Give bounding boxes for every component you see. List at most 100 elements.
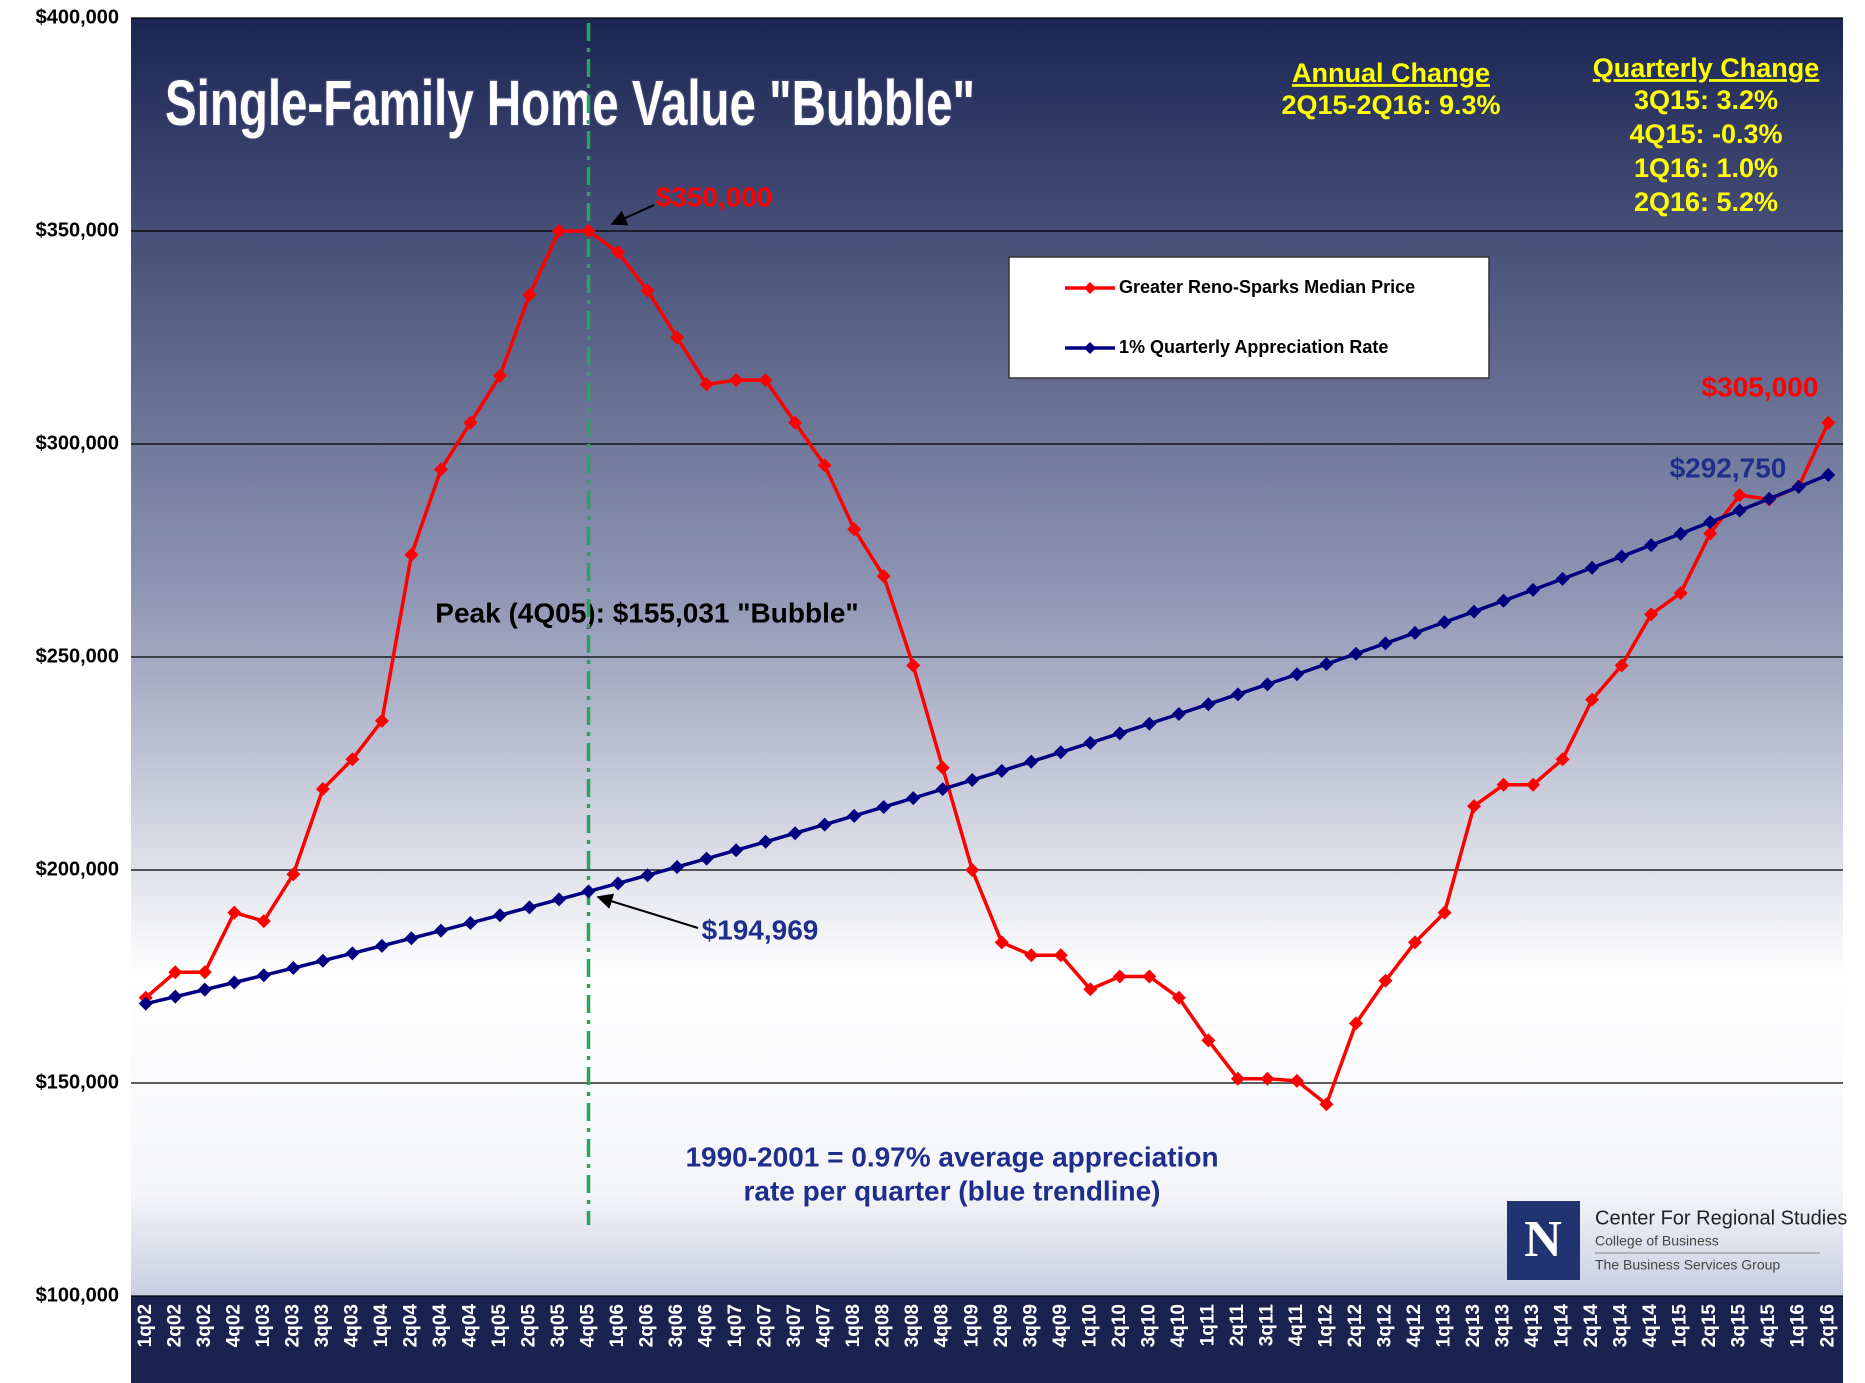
x-tick-label: 4q06 [696, 1304, 717, 1347]
quarterly-title: Quarterly Change [1593, 53, 1820, 83]
quarterly-line: 2Q16: 5.2% [1634, 187, 1778, 217]
point [1673, 526, 1688, 541]
point [1378, 973, 1393, 988]
x-tick-label: 2q03 [282, 1304, 303, 1347]
point [699, 377, 714, 392]
x-tick-label: 4q15 [1758, 1304, 1779, 1348]
legend-marker [1084, 342, 1096, 354]
point [1555, 571, 1570, 586]
series-line [145, 473, 1829, 1006]
point [1585, 560, 1600, 575]
x-tick-label: 3q13 [1493, 1304, 1514, 1347]
point [1467, 604, 1482, 619]
point [404, 547, 419, 562]
point [286, 961, 301, 976]
point [552, 224, 566, 238]
point [670, 859, 685, 874]
x-tick-label: 4q14 [1640, 1304, 1661, 1348]
point [433, 462, 448, 477]
point [1260, 677, 1275, 692]
point [1142, 969, 1157, 984]
x-tick-label: 2q14 [1581, 1304, 1602, 1348]
x-tick-label: 1q14 [1552, 1304, 1573, 1348]
x-tick-label: 1q07 [725, 1304, 746, 1347]
x-tick-label: 4q09 [1050, 1304, 1071, 1347]
point [1555, 752, 1570, 767]
point [817, 458, 832, 473]
point [1496, 777, 1511, 792]
x-tick-label: 4q11 [1286, 1304, 1307, 1347]
point [315, 782, 330, 797]
point [640, 283, 655, 298]
point [1703, 515, 1718, 530]
point [935, 782, 950, 797]
quarterly-line: 4Q15: -0.3% [1629, 119, 1782, 149]
point [1230, 687, 1245, 702]
trend-end-label: $292,750 [1670, 452, 1787, 483]
point [640, 868, 655, 883]
point [1644, 538, 1659, 553]
x-tick-label: 3q03 [312, 1304, 333, 1347]
point [552, 892, 566, 907]
x-tick-label: 1q11 [1197, 1304, 1218, 1347]
point [168, 965, 183, 980]
point [433, 923, 448, 938]
x-tick-label: 3q14 [1611, 1304, 1632, 1348]
point [315, 953, 330, 968]
x-tick-label: 3q15 [1729, 1304, 1750, 1348]
point [1703, 526, 1718, 541]
y-tick-label: $250,000 [36, 645, 119, 667]
arrow [610, 204, 655, 226]
point [1821, 415, 1836, 430]
x-tick-label: 3q09 [1020, 1304, 1041, 1347]
quarterly-line: 3Q15: 3.2% [1634, 85, 1778, 115]
x-tick-label: 2q15 [1699, 1304, 1720, 1348]
x-tick-label: 2q10 [1109, 1304, 1130, 1347]
point [197, 982, 212, 997]
x-tick-label: 1q03 [253, 1304, 274, 1347]
point [965, 863, 980, 877]
point [699, 851, 714, 866]
y-tick-label: $400,000 [36, 6, 119, 28]
point [492, 368, 507, 383]
x-tick-label: 2q11 [1227, 1304, 1248, 1347]
point [670, 330, 685, 345]
point [1319, 1097, 1334, 1112]
x-tick-label: 4q08 [932, 1304, 953, 1347]
x-tick-label: 2q07 [755, 1304, 776, 1347]
point [227, 975, 242, 990]
x-tick-label: 2q04 [400, 1304, 421, 1348]
point [729, 843, 744, 858]
point [1526, 582, 1541, 597]
point [847, 808, 862, 823]
point [611, 876, 626, 891]
x-tick-label: 4q12 [1404, 1304, 1425, 1347]
point [876, 569, 891, 584]
point [1083, 982, 1098, 997]
x-axis-band [131, 1296, 1843, 1383]
point [1053, 745, 1068, 760]
logo-name: Center For Regional Studies [1595, 1207, 1847, 1229]
point [1171, 707, 1186, 722]
annual-line: 2Q15-2Q16: 9.3% [1281, 90, 1500, 120]
peak-value-label: $350,000 [656, 181, 773, 212]
point [758, 373, 773, 388]
x-tick-label: 4q04 [459, 1304, 480, 1348]
point [1408, 625, 1422, 640]
point [1821, 467, 1836, 482]
x-tick-label: 3q10 [1138, 1304, 1159, 1347]
point [374, 713, 389, 728]
note-line: rate per quarter (blue trendline) [744, 1175, 1161, 1206]
note-line: 1990-2001 = 0.97% average appreciation [685, 1141, 1218, 1172]
x-tick-label: 4q05 [578, 1304, 599, 1348]
y-tick-label: $200,000 [36, 858, 119, 880]
point [1526, 777, 1541, 792]
point [1319, 657, 1334, 672]
point [463, 415, 478, 430]
point [994, 935, 1009, 950]
x-tick-label: 2q13 [1463, 1304, 1484, 1347]
point [1024, 948, 1039, 963]
y-tick-label: $100,000 [36, 1284, 119, 1306]
